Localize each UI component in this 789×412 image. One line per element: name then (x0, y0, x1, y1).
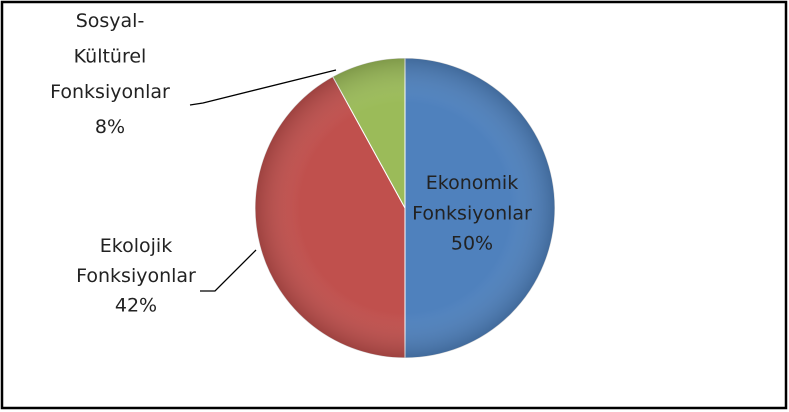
slice-label: Ekonomik Fonksiyonlar (412, 172, 532, 225)
value-label: 8% (95, 116, 125, 138)
slice-label: Ekolojik Fonksiyonlar (76, 235, 196, 287)
label-line: Fonksiyonlar (412, 202, 532, 224)
leader-line (189, 69, 337, 106)
label-line: Fonksiyonlar (50, 81, 170, 103)
value-label: 42% (115, 295, 157, 317)
label-line: Fonksiyonlar (76, 265, 196, 287)
label-line: Sosyal- (76, 10, 145, 32)
leader-line (200, 249, 257, 292)
value-label: 50% (451, 233, 493, 255)
label-line: Ekonomik (426, 172, 518, 194)
label-line: Ekolojik (100, 235, 172, 257)
slice-label: Sosyal- Kültürel Fonksiyonlar (50, 10, 170, 103)
label-line: Kültürel (74, 45, 147, 67)
